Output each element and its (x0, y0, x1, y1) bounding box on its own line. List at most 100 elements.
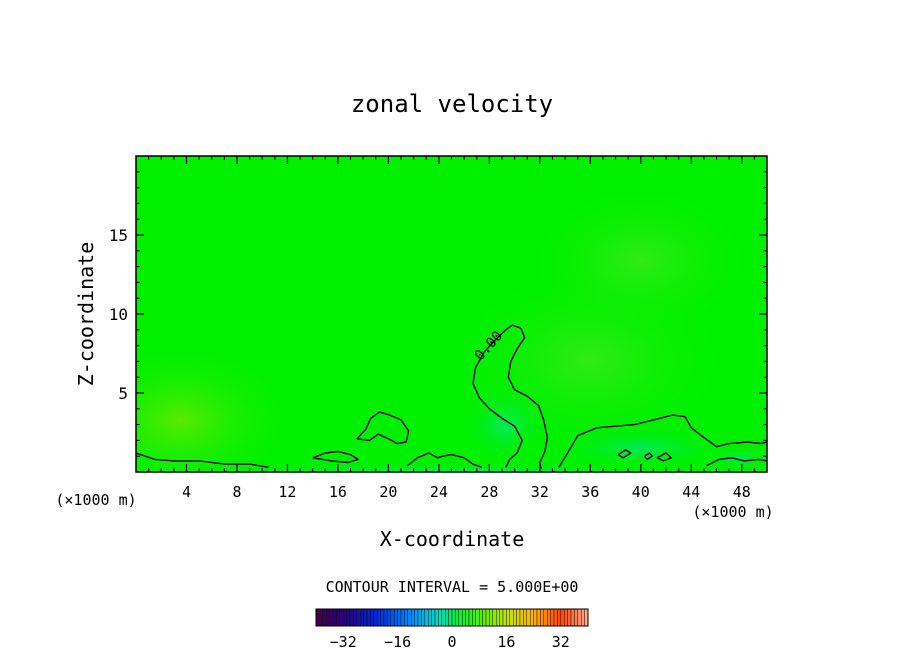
x-tick-label-7: 32 (531, 483, 549, 501)
colorbar-cell (424, 608, 429, 627)
colorbar-cell (329, 608, 334, 627)
colorbar-cell (326, 608, 330, 627)
x-tick-label-10: 44 (682, 483, 700, 501)
colorbar-cell (581, 608, 585, 627)
colorbar-cell (411, 608, 415, 627)
x-tick-label-8: 36 (581, 483, 599, 501)
x-tick-label-6: 28 (480, 483, 498, 501)
colorbar-cell (349, 608, 354, 627)
zero-contour-8 (644, 452, 653, 461)
colorbar-cell (489, 608, 493, 627)
colorbar-cell (448, 608, 453, 627)
colorbar-cell (360, 608, 364, 627)
x-tick-label-4: 20 (379, 483, 397, 501)
velocity-shading (136, 180, 767, 472)
y-tick-label-2: 15 (109, 226, 128, 245)
x-tick-label-2: 12 (278, 483, 296, 501)
colorbar-cell (407, 608, 412, 627)
colorbar-cell (458, 608, 463, 627)
colorbar-cell (584, 608, 589, 627)
shade-blob-right-top (520, 180, 760, 340)
colorbar-cell (577, 608, 582, 627)
colorbar-cell (465, 608, 470, 627)
colorbar-cell (492, 608, 497, 627)
colorbar-cell (462, 608, 466, 627)
colorbar-cell (441, 608, 446, 627)
colorbar (315, 608, 589, 627)
chart-title: zonal velocity (351, 90, 553, 118)
colorbar-label-2: 0 (447, 633, 456, 651)
colorbar-cell (434, 608, 439, 627)
x-tick-label-5: 24 (430, 483, 448, 501)
zero-contour-0 (472, 324, 523, 468)
colorbar-cell (394, 608, 398, 627)
colorbar-cell (560, 608, 565, 627)
colorbar-cell (564, 608, 568, 627)
colorbar-cell (530, 608, 534, 627)
colorbar-cell (400, 608, 405, 627)
colorbar-cell (363, 608, 368, 627)
colorbar-cell (550, 608, 555, 627)
zero-contour-3 (312, 450, 359, 464)
colorbar-label-4: 32 (552, 633, 570, 651)
colorbar-cell (570, 608, 575, 627)
zero-contour-4 (136, 452, 269, 468)
colorbar-cell (414, 608, 419, 627)
colorbar-cell (370, 608, 374, 627)
colorbar-cell (356, 608, 361, 627)
colorbar-cell (533, 608, 538, 627)
colorbar-cell (547, 608, 551, 627)
zero-contour-10 (706, 457, 767, 467)
colorbar-cell (346, 608, 351, 627)
y-tick-labels: 5 10 15 (109, 226, 128, 403)
zero-contours (136, 324, 767, 469)
colorbar-cell (468, 608, 473, 627)
colorbar-cell (506, 608, 510, 627)
colorbar-cell (397, 608, 402, 627)
x-tick-label-11: 48 (733, 483, 751, 501)
x-unit-label-left: (×1000 m) (55, 491, 136, 509)
colorbar-cell (513, 608, 517, 627)
colorbar-cell (428, 608, 432, 627)
colorbar-cell (315, 608, 320, 627)
colorbar-cell (523, 608, 528, 627)
x-tick-labels: 4 8 12 16 20 24 28 32 36 40 44 48 (182, 483, 751, 501)
colorbar-cell (574, 608, 579, 627)
colorbar-cell (543, 608, 548, 627)
y-axis-label: Z-coordinate (74, 242, 98, 387)
colorbar-cell (343, 608, 347, 627)
y-tick-label-1: 10 (109, 305, 128, 324)
colorbar-cell (485, 608, 490, 627)
x-tick-label-3: 16 (329, 483, 347, 501)
x-unit-label-right: (×1000 m) (692, 503, 773, 521)
colorbar-cell (496, 608, 500, 627)
colorbar-cell (421, 608, 425, 627)
colorbar-cell (451, 608, 456, 627)
axis-ticks (136, 156, 767, 472)
colorbar-cell (472, 608, 476, 627)
colorbar-label-0: −32 (330, 633, 357, 651)
colorbar-cell (383, 608, 388, 627)
zero-contour-6 (406, 452, 483, 468)
y-tick-label-0: 5 (118, 384, 128, 403)
colorbar-cell (339, 608, 344, 627)
colorbar-cell (553, 608, 558, 627)
shade-blob-right-low (550, 426, 730, 470)
colorbar-cell (567, 608, 572, 627)
colorbar-labels: −32 −16 0 16 32 (330, 633, 570, 651)
shade-blob-bottom-edge (136, 465, 767, 472)
shade-blob-far-right-low (710, 446, 767, 470)
colorbar-cell (390, 608, 395, 627)
colorbar-cell (536, 608, 541, 627)
colorbar-cell (540, 608, 545, 627)
colorbar-cell (404, 608, 408, 627)
colorbar-frame (315, 608, 589, 627)
x-tick-label-0: 4 (182, 483, 191, 501)
colorbar-cell (516, 608, 521, 627)
colorbar-cell (499, 608, 504, 627)
zero-contour-9 (656, 452, 672, 462)
colorbar-cell (332, 608, 337, 627)
colorbar-cell (336, 608, 340, 627)
colorbar-cell (366, 608, 371, 627)
shade-blob-left (136, 340, 300, 472)
